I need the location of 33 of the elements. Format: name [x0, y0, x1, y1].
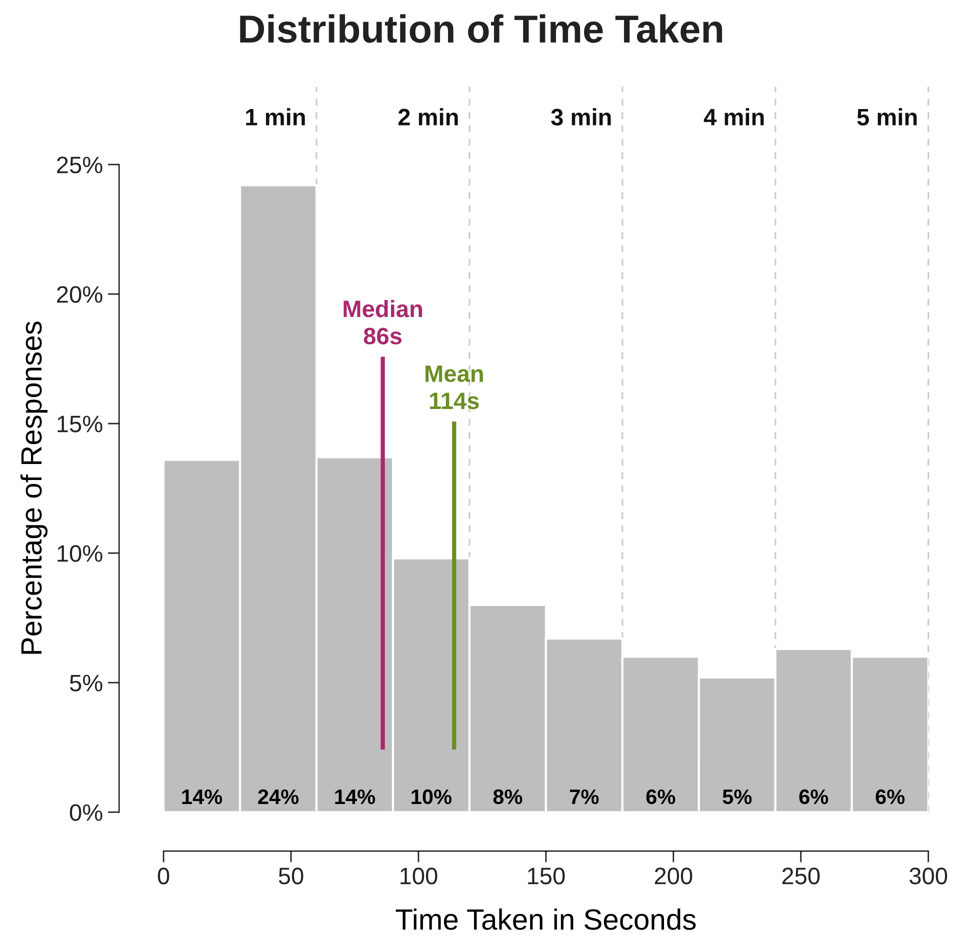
chart-title: Distribution of Time Taken — [240, 14, 722, 43]
x-tick-label: 150 — [528, 868, 565, 884]
data-label: 24% — [258, 789, 299, 804]
data-label: 14% — [182, 789, 222, 804]
y-tick-label: 20% — [57, 286, 102, 303]
y-tick-label: 0% — [70, 804, 102, 821]
ref-line-label: 5 min — [857, 108, 917, 126]
ref-line-label: 1 min — [246, 108, 305, 126]
y-tick-label: 10% — [58, 545, 102, 562]
x-axis-title: Time Taken in Seconds — [396, 908, 696, 930]
ref-line-label: 2 min — [398, 108, 458, 126]
y-axis-title: Percentage of Responses — [20, 322, 48, 654]
x-tick-label: 0 — [158, 868, 170, 884]
y-tick-label: 5% — [70, 674, 102, 692]
ref-line-label: 3 min — [551, 108, 611, 126]
y-tick-label: 15% — [58, 416, 102, 432]
data-label: 7% — [570, 789, 599, 804]
data-label: 6% — [646, 789, 676, 804]
data-label: 14% — [335, 789, 376, 804]
data-label: 6% — [799, 789, 828, 804]
x-tick-label: 200 — [654, 868, 692, 884]
ref-line-label: Median 86s — [344, 300, 422, 344]
data-label: 8% — [493, 789, 522, 804]
x-tick-label: 300 — [910, 868, 948, 884]
x-tick-label: 50 — [278, 868, 304, 884]
data-label: 10% — [412, 789, 452, 804]
ref-line-label: 4 min — [704, 108, 764, 126]
data-label: 5% — [722, 789, 752, 804]
y-tick-label: 25% — [57, 156, 102, 174]
data-label: 6% — [876, 789, 905, 804]
x-tick-label: 250 — [782, 868, 820, 884]
ref-line-label: Mean 114s — [426, 366, 483, 410]
x-tick-label: 100 — [400, 868, 438, 884]
